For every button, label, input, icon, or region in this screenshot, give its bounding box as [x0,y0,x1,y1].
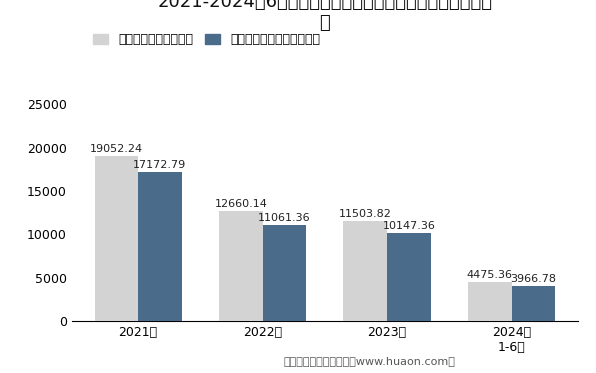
Bar [263,225,306,321]
Bar [95,156,138,321]
Bar [511,286,555,321]
Text: 10147.36: 10147.36 [383,221,435,231]
Bar [138,172,182,321]
Legend: 商品房销售额（亿元）, 商品房住宅销售额（亿元）: 商品房销售额（亿元）, 商品房住宅销售额（亿元） [88,28,325,51]
Text: 17172.79: 17172.79 [134,160,187,170]
Bar [219,211,263,321]
Bar [387,233,431,321]
Text: 4475.36: 4475.36 [467,270,513,280]
Text: 制图：华经产业研究院（www.huaon.com）: 制图：华经产业研究院（www.huaon.com） [284,355,455,366]
Text: 3966.78: 3966.78 [510,274,556,284]
Bar [343,221,387,321]
Bar [468,282,511,321]
Text: 19052.24: 19052.24 [90,144,143,154]
Text: 12660.14: 12660.14 [215,199,267,209]
Title: 2021-2024年6月浙江省房地产商品住宅及商品住宅现房销售
额: 2021-2024年6月浙江省房地产商品住宅及商品住宅现房销售 额 [157,0,492,32]
Text: 11061.36: 11061.36 [258,213,311,223]
Text: 11503.82: 11503.82 [339,209,392,219]
